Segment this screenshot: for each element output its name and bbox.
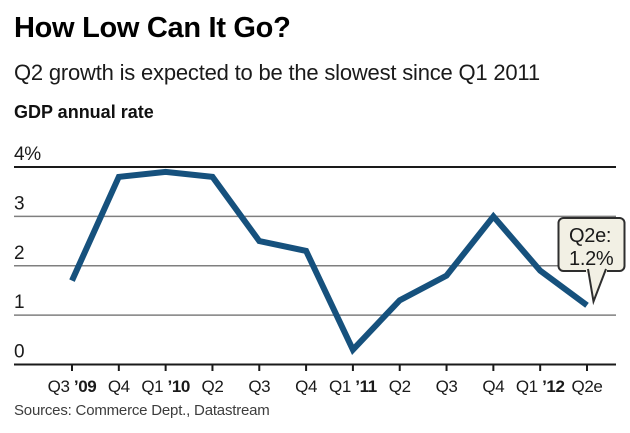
x-axis-tick-label: Q1 ’11: [329, 377, 377, 396]
series-label: GDP annual rate: [14, 102, 154, 122]
chart-subtitle: Q2 growth is expected to be the slowest …: [14, 60, 540, 85]
y-axis-tick-label: 1: [14, 292, 24, 313]
chart-title: How Low Can It Go?: [14, 12, 291, 44]
y-axis-tick-label: 2: [14, 243, 24, 264]
x-axis-tick-label: Q4: [295, 377, 317, 396]
y-axis-tick-label: 3: [14, 193, 24, 214]
source-note: Sources: Commerce Dept., Datastream: [14, 402, 270, 419]
x-axis-tick-label: Q2e: [572, 377, 603, 396]
y-axis-tick-label: 0: [14, 342, 24, 363]
x-axis-tick-label: Q1 ’12: [516, 377, 565, 396]
x-axis-tick-label: Q4: [482, 377, 504, 396]
x-axis-tick-label: Q3: [248, 377, 270, 396]
y-axis-tick-label: 4%: [14, 144, 41, 165]
callout-tail: [587, 268, 607, 306]
callout-text-line1: Q2e:: [569, 225, 611, 247]
x-axis-tick-label: Q2: [202, 377, 224, 396]
x-axis-tick-label: Q2: [389, 377, 411, 396]
callout-text-line2: 1.2%: [569, 248, 614, 270]
x-axis-tick-label: Q3 ’09: [48, 377, 97, 396]
gdp-line: [69, 168, 589, 355]
x-axis-tick-label: Q4: [108, 377, 130, 396]
x-axis-tick-label: Q1 ’10: [141, 377, 190, 396]
x-axis-tick-label: Q3: [436, 377, 458, 396]
